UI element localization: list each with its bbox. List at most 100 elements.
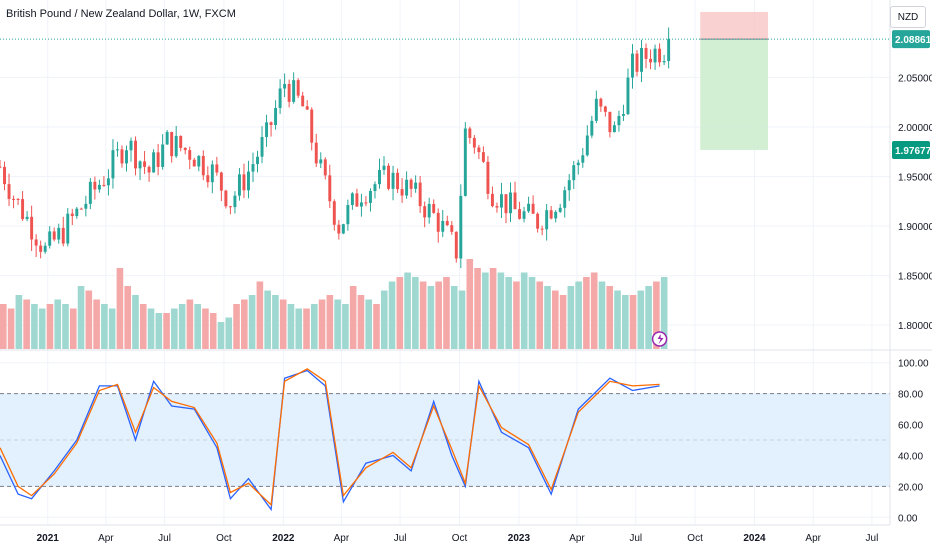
volume-bar [621, 295, 629, 349]
time-tick-label: Jul [394, 533, 407, 544]
position-tool[interactable] [700, 11, 769, 150]
time-tick-label: Jul [866, 533, 879, 544]
candle-up [237, 174, 241, 196]
candle-down [188, 150, 192, 160]
candle-down [436, 212, 440, 232]
oscillator-tick-label: 60.00 [898, 421, 923, 432]
candle-up [567, 180, 571, 191]
candle-up [621, 114, 625, 116]
candle-down [644, 47, 648, 59]
candle-down [34, 239, 38, 246]
candle-up [405, 179, 409, 196]
volume-bar [567, 286, 575, 349]
candle-up [545, 210, 549, 230]
candle-up [653, 48, 657, 63]
price-labels: 2.08861 1.97677 [0, 30, 932, 347]
volume-bar [241, 299, 248, 349]
candle-up [88, 181, 92, 204]
volume-bar [653, 281, 660, 349]
volume-bar [178, 304, 186, 349]
volume-bar [606, 286, 614, 349]
candle-down [472, 137, 476, 148]
candle-up [129, 140, 133, 151]
candle-down [468, 128, 472, 138]
time-tick-label: 2023 [508, 533, 531, 544]
volume-series [0, 259, 668, 349]
candle-up [554, 211, 558, 219]
price-tick-label: 1.90000 [898, 222, 932, 233]
candle-down [332, 201, 336, 225]
volume-bar [209, 313, 217, 349]
volume-bar [590, 272, 598, 349]
volume-bar [637, 290, 645, 349]
candle-up [631, 53, 634, 78]
candle-down [296, 80, 300, 96]
volume-bar [116, 268, 124, 349]
candle-up [414, 182, 418, 189]
volume-bar [427, 286, 435, 349]
time-tick-label: 2024 [743, 533, 766, 544]
candle-up [319, 159, 323, 164]
candle-down [364, 202, 368, 204]
candle-up [662, 61, 666, 63]
currency-button[interactable]: NZD [890, 6, 926, 28]
volume-bar [264, 290, 271, 349]
time-tick-label: Oct [687, 533, 703, 544]
volume-bar [171, 308, 178, 349]
candle-down [310, 109, 314, 143]
candle-down [215, 164, 219, 173]
candle-down [242, 174, 246, 191]
candle-down [61, 227, 65, 244]
volume-bar [248, 295, 256, 349]
volume-bar [272, 295, 279, 349]
candle-up [165, 131, 169, 145]
time-tick-label: Apr [334, 533, 350, 544]
volume-bar [497, 272, 505, 349]
candle-down [337, 224, 341, 234]
volume-bar [93, 299, 100, 349]
candle-up [197, 155, 201, 167]
volume-bar [85, 290, 93, 349]
candle-up [346, 204, 350, 225]
volume-bar [279, 299, 287, 349]
candle-down [409, 179, 413, 189]
candle-down [490, 193, 494, 207]
candle-down [52, 231, 56, 240]
candle-up [43, 245, 47, 252]
candle-up [617, 115, 621, 126]
time-tick-label: Apr [98, 533, 114, 544]
candle-up [283, 84, 287, 89]
volume-bar [435, 281, 442, 349]
volume-bar [559, 295, 567, 349]
candle-down [219, 172, 223, 191]
candle-up [576, 162, 580, 166]
candle-up [626, 77, 630, 115]
volume-bar [513, 281, 520, 349]
candle-down [183, 147, 187, 151]
volume-bar [404, 272, 411, 349]
candle-down [228, 206, 232, 208]
candle-down [328, 175, 332, 202]
candle-up [233, 195, 237, 208]
candle-up [522, 211, 526, 219]
time-tick-label: 2022 [272, 533, 295, 544]
volume-bar [528, 277, 536, 349]
volume-bar [544, 286, 551, 349]
volume-bar [15, 295, 23, 349]
oscillator-tick-label: 20.00 [898, 482, 923, 493]
candle-down [396, 172, 400, 190]
price-tick-label: 2.00000 [898, 123, 932, 134]
candle-down [93, 181, 97, 190]
candle-down [305, 106, 309, 110]
candle-down [70, 213, 74, 217]
volume-bar [536, 281, 544, 349]
volume-bar [202, 308, 209, 349]
last-price-label-bg [892, 30, 930, 49]
volume-bar [419, 281, 427, 349]
lightning-icon [657, 334, 664, 344]
candle-up [572, 165, 576, 181]
candle-up [350, 193, 354, 205]
candle-up [594, 98, 598, 121]
volume-bar [614, 290, 621, 349]
